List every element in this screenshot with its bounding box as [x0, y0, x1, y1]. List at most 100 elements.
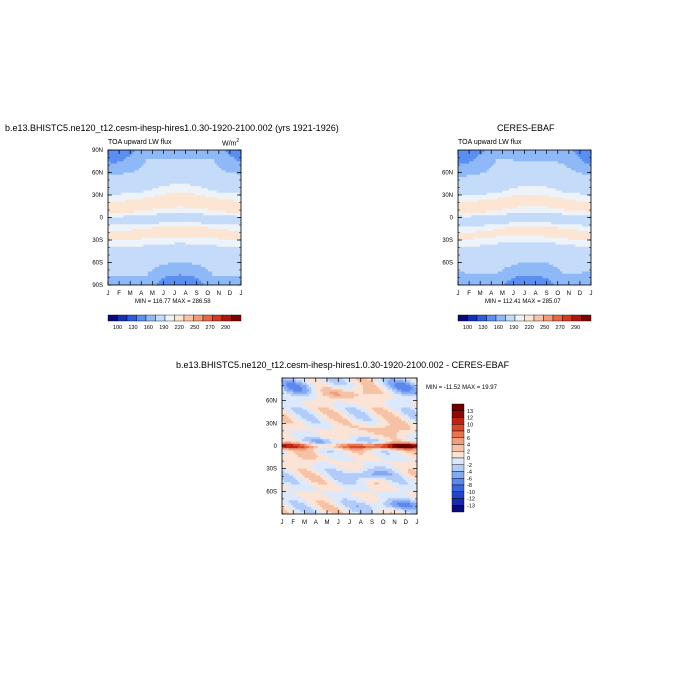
model-cell	[214, 228, 217, 232]
model-cell	[236, 269, 240, 272]
model-cell	[108, 271, 111, 275]
model-cell	[212, 224, 215, 227]
obs-cell	[500, 215, 503, 218]
model-cell	[209, 282, 213, 286]
model-cell	[145, 154, 149, 158]
model-cell	[147, 231, 151, 234]
model-cell	[198, 156, 202, 160]
model-cell	[132, 208, 135, 212]
model-cell	[232, 253, 235, 257]
model-colorbar-box	[174, 314, 185, 322]
model-xtick-label: J	[162, 291, 165, 297]
obs-cell	[460, 255, 463, 259]
model-cell	[205, 240, 209, 243]
obs-cell	[502, 269, 505, 272]
obs-cell	[502, 170, 505, 173]
model-cell	[192, 186, 195, 189]
model-cell	[225, 251, 229, 254]
model-cell	[139, 219, 142, 223]
obs-cell	[493, 195, 497, 198]
obs-cell	[471, 150, 474, 153]
obs-cell	[491, 192, 494, 196]
obs-cell	[493, 186, 497, 189]
model-cell	[152, 280, 155, 284]
model-cell	[125, 210, 129, 214]
obs-cell	[462, 174, 465, 178]
obs-cell	[471, 240, 474, 243]
model-cell	[225, 276, 229, 279]
model-cell	[141, 217, 144, 221]
obs-cell	[477, 152, 481, 155]
model-cell	[238, 273, 242, 277]
obs-cell	[480, 253, 483, 257]
model-cell	[127, 249, 131, 252]
model-cell	[145, 260, 149, 263]
model-cell	[214, 210, 217, 214]
model-cell	[134, 199, 138, 203]
obs-cell	[473, 163, 477, 167]
model-cell	[170, 217, 173, 221]
obs-cell	[458, 215, 461, 218]
model-cell	[156, 226, 160, 230]
model-cell	[174, 215, 178, 218]
model-cell	[163, 240, 166, 243]
model-cell	[112, 258, 115, 261]
model-cell	[229, 262, 233, 266]
model-cell	[123, 242, 127, 245]
model-cell	[114, 244, 118, 248]
model-cell	[132, 280, 135, 284]
model-cell	[203, 267, 206, 270]
model-cell	[229, 208, 233, 212]
model-cell	[227, 231, 231, 234]
model-cell	[134, 260, 138, 263]
model-cell	[147, 260, 151, 263]
model-cell	[172, 208, 175, 212]
model-cell	[116, 267, 120, 270]
obs-cell	[469, 276, 472, 279]
model-cell	[176, 188, 180, 191]
model-cell	[178, 273, 182, 277]
model-cell	[132, 183, 135, 187]
obs-cell	[464, 244, 468, 248]
model-cell	[119, 215, 122, 218]
model-cell	[229, 240, 233, 243]
model-cell	[139, 278, 142, 281]
model-cell	[207, 161, 211, 164]
model-cell	[201, 165, 204, 169]
obs-cell	[460, 246, 463, 250]
model-cell	[127, 217, 131, 221]
model-cell	[150, 228, 153, 232]
model-cell	[196, 179, 200, 182]
model-cell	[125, 246, 129, 250]
model-cell	[183, 181, 186, 185]
model-cell	[170, 262, 173, 266]
model-cell	[176, 192, 180, 196]
obs-cell	[458, 269, 461, 272]
obs-cell	[486, 276, 490, 279]
obs-cell	[477, 280, 481, 284]
model-cell	[141, 264, 144, 268]
model-cell	[112, 201, 115, 205]
model-cell	[214, 267, 217, 270]
model-cell	[154, 208, 158, 212]
model-cell	[201, 237, 204, 241]
model-cell	[143, 152, 147, 155]
obs-cell	[469, 228, 472, 232]
model-cell	[234, 174, 237, 178]
obs-cell	[491, 235, 494, 239]
model-cell	[176, 201, 180, 205]
obs-cell	[473, 264, 477, 268]
model-cell	[174, 237, 178, 241]
obs-cell	[466, 156, 470, 160]
obs-cell	[500, 260, 503, 263]
model-cell	[221, 168, 224, 171]
obs-cell	[471, 174, 474, 178]
model-cell	[152, 278, 155, 281]
obs-cell	[473, 174, 477, 178]
model-xtick-label: J	[107, 291, 110, 297]
model-cell	[223, 255, 226, 259]
model-cell	[216, 150, 220, 153]
obs-cell	[469, 282, 472, 286]
model-cell	[165, 150, 169, 153]
model-cell	[156, 278, 160, 281]
